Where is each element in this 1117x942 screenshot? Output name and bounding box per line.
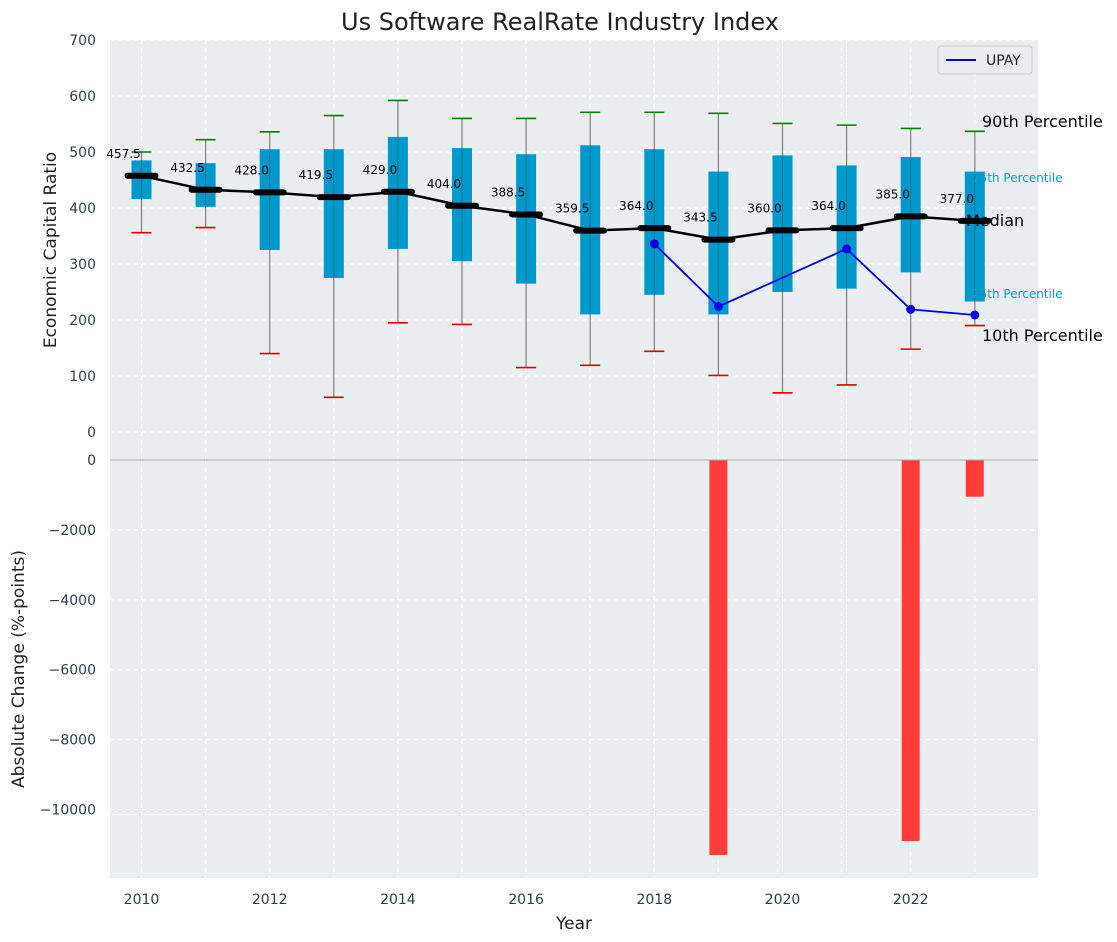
median-label-2016: 388.5 (491, 185, 525, 199)
bottom-ytick-label: −2000 (49, 523, 96, 539)
bottom-ytick-label: −4000 (49, 593, 96, 609)
top-y-ticks: 0 100 200 300 400 500 600 700 (69, 33, 96, 441)
chart-title: Us Software RealRate Industry Index (341, 8, 779, 36)
upay-point-2019 (713, 302, 723, 312)
annotation-p90: 90th Percentile (982, 112, 1103, 131)
top-ytick-label: 300 (69, 257, 96, 273)
median-label-2018: 364.0 (619, 199, 653, 213)
bottom-ytick-label: −8000 (49, 733, 96, 749)
change-bar-panel: 0 −2000 −4000 −6000 −8000 −10000 2010 2012 2014… (9, 453, 1038, 934)
change-bars (709, 460, 984, 855)
median-label-2017: 359.5 (555, 202, 589, 216)
box-plot-panel: 0 100 200 300 400 500 600 700 457.5 432.5 428.0 41… (41, 33, 1103, 460)
percentile-annotations: 90th Percentile 75th Percentile Median 2… (966, 112, 1103, 345)
xtick-label: 2020 (765, 892, 801, 908)
boxes (131, 99, 985, 399)
top-y-axis-label: Economic Capital Ratio (41, 152, 61, 348)
median-label-2014: 429.0 (363, 163, 397, 177)
x-ticks: 2010 2012 2014 2016 2018 2020 2022 (124, 892, 929, 908)
median-label-2019: 343.5 (683, 211, 717, 225)
bottom-plot-background (110, 460, 1038, 878)
top-ytick-label: 400 (69, 201, 96, 217)
upay-point-2018 (649, 239, 659, 249)
xtick-label: 2016 (508, 892, 544, 908)
bottom-y-axis-label: Absolute Change (%-points) (9, 550, 29, 788)
median-label-2010: 457.5 (106, 147, 140, 161)
annotation-q3: 75th Percentile (972, 171, 1063, 185)
top-ytick-label: 100 (69, 369, 96, 385)
xtick-label: 2012 (252, 892, 288, 908)
legend-upay-label: UPAY (986, 53, 1021, 69)
x-axis-label: Year (555, 914, 592, 934)
median-label-2022: 385.0 (876, 187, 910, 201)
xtick-label: 2010 (124, 892, 160, 908)
bottom-ytick-label: 0 (87, 453, 96, 469)
change-bar-2023 (965, 460, 984, 497)
median-label-2023: 377.0 (940, 192, 974, 206)
upay-series (649, 239, 980, 320)
upay-point-2021 (842, 244, 852, 254)
annotation-q1: 25th Percentile (972, 287, 1063, 301)
median-line-group: 457.5 432.5 428.0 419.5 429.0 404.0 388.5 359.5… (106, 147, 992, 243)
xtick-label: 2018 (636, 892, 672, 908)
top-ytick-label: 700 (69, 33, 96, 49)
top-ytick-label: 600 (69, 89, 96, 105)
change-bar-2022 (901, 460, 920, 842)
legend[interactable]: UPAY (937, 45, 1033, 75)
bottom-ytick-label: −6000 (49, 663, 96, 679)
top-ytick-label: 0 (87, 425, 96, 441)
upay-point-2023 (970, 310, 980, 320)
bottom-y-ticks: 0 −2000 −4000 −6000 −8000 −10000 (40, 453, 96, 819)
median-label-2013: 419.5 (299, 168, 333, 182)
bottom-ytick-label: −10000 (40, 803, 96, 819)
top-ytick-label: 500 (69, 145, 96, 161)
legend-box (937, 45, 1033, 75)
change-bar-2019 (709, 460, 728, 855)
top-ytick-label: 200 (69, 313, 96, 329)
annotation-p10: 10th Percentile (982, 326, 1103, 345)
median-label-2015: 404.0 (427, 177, 461, 191)
median-label-2012: 428.0 (235, 163, 269, 177)
median-label-2011: 432.5 (170, 161, 204, 175)
xtick-label: 2022 (893, 892, 929, 908)
upay-point-2022 (906, 304, 916, 314)
xtick-label: 2014 (380, 892, 416, 908)
annotation-median: Median (966, 211, 1024, 230)
median-label-2020: 360.0 (747, 201, 781, 215)
median-label-2021: 364.0 (811, 199, 845, 213)
top-plot-background (110, 40, 1038, 460)
